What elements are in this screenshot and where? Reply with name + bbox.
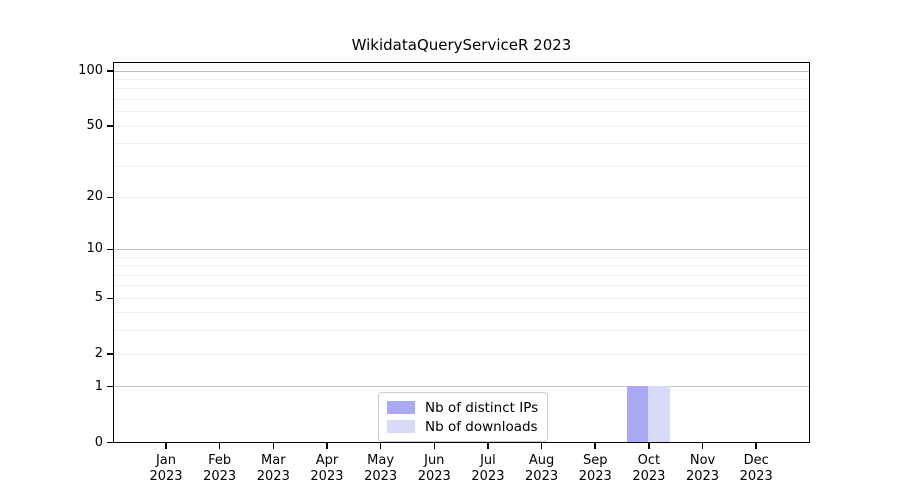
y-tick (107, 70, 113, 72)
x-tick-label-year: 2023 (578, 468, 612, 484)
x-tick-label: Apr 2023 (299, 453, 355, 485)
x-tick-label: Jan 2023 (138, 453, 194, 485)
x-tick-label: Nov 2023 (675, 453, 731, 485)
y-tick-label: 10 (86, 241, 103, 257)
y-tick-label: 100 (78, 63, 103, 78)
x-tick (272, 442, 275, 449)
y-tick (107, 196, 113, 199)
y-tick-label: 5 (94, 290, 103, 306)
bar-downloads (648, 386, 670, 442)
bar-distinct-ips (626, 386, 649, 442)
x-tick (755, 442, 757, 449)
legend-swatch-distinct-ips (387, 401, 415, 414)
legend-label-distinct-ips: Nb of distinct IPs (425, 399, 539, 416)
y-gridline-minor (114, 78, 809, 80)
y-tick (107, 125, 113, 127)
x-tick-label-year: 2023 (632, 468, 666, 484)
x-tick-label-year: 2023 (149, 468, 183, 484)
legend-item-downloads: Nb of downloads (387, 417, 538, 436)
legend: Nb of distinct IPs Nb of downloads (378, 392, 549, 442)
x-tick (218, 442, 221, 449)
x-tick-label-year: 2023 (364, 468, 398, 484)
legend-swatch-downloads (387, 420, 415, 433)
x-tick-label-year: 2023 (203, 468, 237, 484)
legend-item-distinct-ips: Nb of distinct IPs (387, 398, 538, 417)
x-tick-label: May 2023 (353, 453, 409, 485)
x-tick-label: Mar 2023 (245, 453, 301, 485)
y-tick (107, 441, 113, 444)
x-tick (379, 442, 382, 449)
x-tick-label-year: 2023 (525, 468, 559, 484)
y-gridline-minor (114, 125, 809, 127)
x-tick (648, 442, 650, 449)
y-gridline-minor (114, 297, 809, 299)
y-gridline-minor (114, 165, 809, 167)
y-gridline-minor (114, 312, 809, 314)
y-gridline-minor (114, 274, 809, 276)
chart-title: WikidataQueryServiceR 2023 (351, 36, 572, 54)
y-gridline-minor (114, 330, 809, 332)
x-tick-label-year: 2023 (471, 468, 505, 484)
x-tick-label: Oct 2023 (621, 453, 677, 485)
y-tick-label: 2 (94, 346, 103, 362)
x-tick (540, 442, 543, 449)
y-gridline-minor (114, 256, 809, 258)
y-tick-label: 20 (86, 189, 103, 205)
x-tick-label: Aug 2023 (514, 453, 570, 485)
y-gridline-major (114, 386, 809, 388)
y-gridline-minor (114, 98, 809, 100)
y-gridline-minor (114, 265, 809, 267)
x-tick-label-year: 2023 (310, 468, 344, 484)
y-gridline-major (114, 70, 809, 72)
x-tick-label: Dec 2023 (728, 453, 784, 485)
y-tick (107, 353, 113, 355)
x-tick-label: Jun 2023 (406, 453, 462, 485)
y-tick (107, 248, 113, 251)
y-tick-label: 1 (94, 378, 103, 394)
x-tick (433, 442, 436, 449)
x-tick-label-year: 2023 (739, 468, 773, 484)
x-tick (594, 442, 596, 449)
x-tick (165, 442, 167, 449)
y-gridline-minor (114, 196, 809, 198)
x-tick (326, 442, 328, 449)
y-gridline-minor (114, 353, 809, 355)
x-tick (487, 442, 489, 449)
x-tick-label: Sep 2023 (567, 453, 623, 485)
y-gridline-minor (114, 285, 809, 287)
x-tick-label-year: 2023 (256, 468, 290, 484)
y-gridline-major (114, 248, 809, 250)
plot-area: Nb of distinct IPs Nb of downloads (113, 62, 810, 443)
y-gridline-minor (114, 111, 809, 113)
y-tick (107, 297, 113, 300)
x-tick-label-year: 2023 (417, 468, 451, 484)
x-tick-label: Feb 2023 (192, 453, 248, 485)
y-gridline-minor (114, 143, 809, 145)
y-gridline-minor (114, 88, 809, 90)
x-tick (701, 442, 704, 449)
y-tick-label: 0 (94, 434, 103, 450)
y-tick (107, 385, 113, 388)
y-tick-label: 50 (86, 118, 103, 133)
x-tick-label: Jul 2023 (460, 453, 516, 485)
legend-label-downloads: Nb of downloads (425, 418, 538, 435)
x-tick-label-year: 2023 (685, 468, 720, 484)
